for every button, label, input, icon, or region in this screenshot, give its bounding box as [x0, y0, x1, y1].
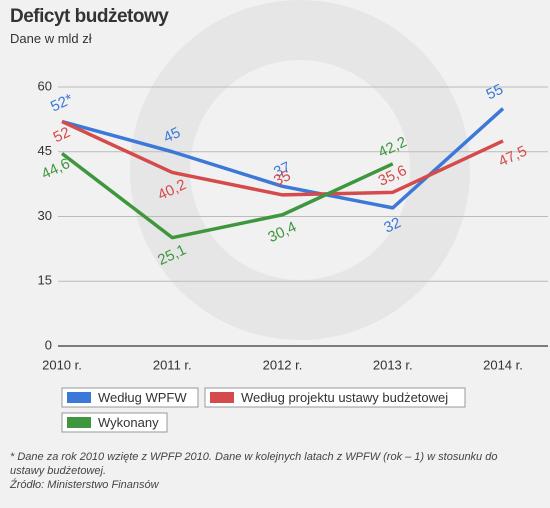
- y-tick-label: 30: [38, 208, 52, 223]
- y-tick-label: 60: [38, 78, 52, 93]
- data-label: 32: [381, 214, 403, 236]
- legend-label: Wykonany: [98, 415, 159, 430]
- legend-label: Według WPFW: [98, 390, 187, 405]
- legend-swatch: [67, 417, 91, 428]
- series-line: [60, 152, 394, 240]
- data-label: 45: [161, 124, 183, 146]
- legend-label: Według projektu ustawy budżetowej: [241, 390, 448, 405]
- x-tick-label: 2010 r.: [42, 357, 82, 372]
- y-tick-label: 0: [45, 337, 52, 352]
- data-label: 35: [271, 167, 293, 189]
- data-label: 42,2: [376, 133, 410, 161]
- x-tick-label: 2013 r.: [373, 357, 413, 372]
- x-tick-label: 2011 r.: [153, 357, 192, 372]
- x-tick-label: 2014 r.: [483, 357, 523, 372]
- legend-swatch: [67, 392, 91, 403]
- legend-box: [61, 387, 199, 408]
- footnote-block: * Dane za rok 2010 wzięte z WPFP 2010. D…: [10, 450, 530, 492]
- legend-swatch: [210, 392, 234, 403]
- footnote: * Dane za rok 2010 wzięte z WPFP 2010. D…: [10, 451, 498, 477]
- x-tick-label: 2012 r.: [263, 357, 303, 372]
- y-tick-label: 15: [38, 273, 52, 288]
- y-tick-label: 45: [38, 143, 52, 158]
- chart-title: Deficyt budżetowy: [10, 6, 169, 27]
- data-label: 52*: [48, 91, 76, 116]
- legend-box: [204, 387, 466, 408]
- series-line: [61, 119, 504, 197]
- data-label: 55: [484, 81, 506, 103]
- data-label: 37: [271, 159, 293, 181]
- data-label: 47,5: [496, 143, 530, 171]
- data-label: 30,4: [265, 218, 299, 246]
- chart-subtitle: Dane w mld zł: [10, 31, 92, 46]
- data-label: 52: [51, 124, 73, 146]
- source: Źródło: Ministerstwo Finansów: [10, 479, 159, 491]
